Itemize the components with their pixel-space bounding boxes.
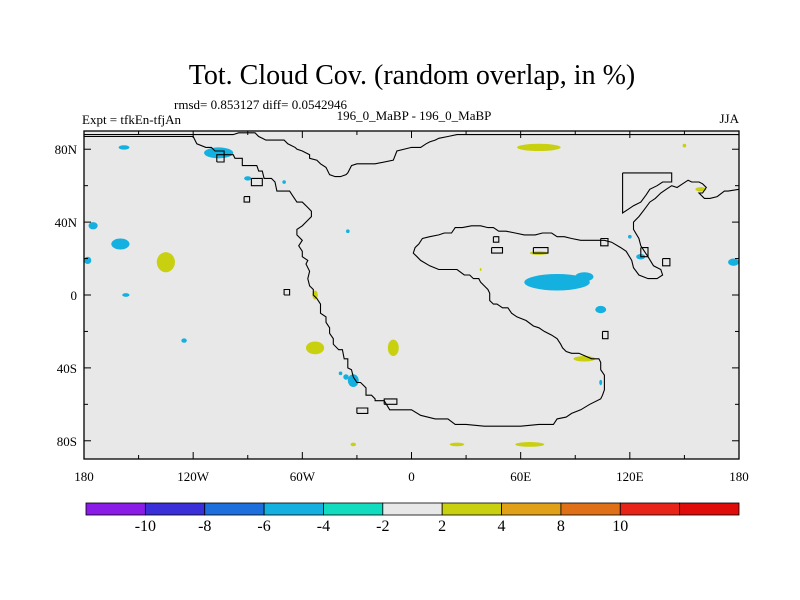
coastline-9 bbox=[532, 247, 549, 254]
anomaly-patch-25 bbox=[387, 339, 399, 357]
season-label: JJA bbox=[719, 111, 739, 126]
x-tick-label-0: 180 bbox=[74, 469, 94, 484]
coastline-13 bbox=[492, 236, 500, 243]
anomaly-patch-2 bbox=[244, 176, 252, 181]
y-tick-label-4: 80S bbox=[57, 434, 77, 449]
anomaly-patch-5 bbox=[88, 222, 98, 230]
coastline-10 bbox=[600, 237, 609, 247]
experiment-label: Expt = tfkEn-tfjAn bbox=[82, 112, 182, 127]
anomaly-patch-22 bbox=[156, 252, 175, 273]
y-tick-label-1: 40N bbox=[55, 215, 78, 230]
coastline-4 bbox=[243, 196, 251, 203]
chart-title: Tot. Cloud Cov. (random overlap, in %) bbox=[189, 60, 635, 91]
anomaly-patch-10 bbox=[347, 374, 359, 388]
colorbar-label-8: 10 bbox=[612, 518, 628, 535]
anomaly-patch-21 bbox=[517, 143, 561, 152]
anomaly-patch-15 bbox=[595, 305, 607, 314]
colorbar-label-1: -8 bbox=[198, 518, 211, 535]
y-tick-label-2: 0 bbox=[71, 288, 78, 303]
colorbar-box-3 bbox=[263, 502, 324, 516]
coastline-14 bbox=[601, 330, 609, 340]
y-tick-label-0: 80N bbox=[55, 142, 78, 157]
anomaly-patch-14 bbox=[575, 272, 594, 282]
colorbar-label-2: -6 bbox=[257, 518, 270, 535]
anomaly-patch-1 bbox=[204, 147, 234, 159]
anomaly-patch-16 bbox=[599, 379, 603, 386]
colorbar-label-0: -10 bbox=[135, 518, 156, 535]
anomaly-patch-19 bbox=[628, 234, 632, 239]
anomaly-patch-11 bbox=[343, 374, 349, 380]
coastline-2 bbox=[216, 154, 225, 163]
colorbar-box-4 bbox=[323, 502, 384, 516]
anomaly-patch-20 bbox=[682, 143, 687, 148]
stats-line: rmsd= 0.853127 diff= 0.0542946 bbox=[174, 97, 347, 112]
anomaly-patch-12 bbox=[338, 371, 343, 376]
x-tick-label-6: 180 bbox=[729, 469, 749, 484]
anomaly-patch-32 bbox=[479, 268, 482, 271]
coastline-7 bbox=[383, 398, 398, 405]
colorbar-label-7: 8 bbox=[557, 518, 565, 535]
anomaly-patch-9 bbox=[346, 229, 350, 234]
x-tick-label-4: 60E bbox=[510, 469, 531, 484]
colorbar-box-6 bbox=[441, 502, 502, 516]
coastline-5 bbox=[283, 288, 291, 296]
colorbar-box-9 bbox=[619, 502, 681, 516]
x-tick-label-1: 120W bbox=[177, 469, 210, 484]
anomaly-patch-7 bbox=[122, 293, 130, 297]
coastline-1 bbox=[84, 132, 739, 178]
anomaly-layer bbox=[84, 143, 739, 447]
colorbar-box-10 bbox=[679, 502, 740, 516]
coastline-layer bbox=[84, 132, 739, 427]
colorbar-label-6: 4 bbox=[498, 518, 506, 535]
colorbar-box-5 bbox=[382, 502, 443, 516]
colorbar-box-0 bbox=[85, 502, 146, 516]
colorbar-label-3: -4 bbox=[317, 518, 330, 535]
anomaly-patch-30 bbox=[449, 442, 465, 447]
tick-layer: 180 120W 60W 0 60E 120E 180 80N 40N 0 40S 80S bbox=[55, 131, 749, 484]
colorbar-label-5: 2 bbox=[438, 518, 446, 535]
coastline-8 bbox=[491, 247, 504, 254]
y-tick-label-3: 40S bbox=[57, 361, 77, 376]
coastline-3 bbox=[250, 177, 263, 187]
colorbar-label-4: -2 bbox=[376, 518, 389, 535]
colorbar-box-1 bbox=[144, 502, 206, 516]
anomaly-patch-13 bbox=[524, 274, 590, 291]
coastline-6 bbox=[356, 407, 369, 414]
x-tick-label-5: 120E bbox=[616, 469, 644, 484]
anomaly-patch-6 bbox=[84, 256, 92, 265]
x-tick-label-3: 0 bbox=[408, 469, 415, 484]
colorbar-box-2 bbox=[204, 502, 265, 516]
case-label: 196_0_MaBP - 196_0_MaBP bbox=[337, 108, 492, 123]
coastline-15 bbox=[622, 172, 673, 215]
anomaly-patch-18 bbox=[728, 258, 739, 266]
coastline-11 bbox=[640, 247, 649, 258]
anomaly-patch-29 bbox=[515, 442, 545, 447]
colorbar-box-7 bbox=[501, 502, 562, 516]
colorbar: -10 -8 -6 -4 -2 2 4 8 10 bbox=[85, 502, 740, 535]
map-background bbox=[84, 131, 739, 459]
anomaly-patch-0 bbox=[118, 145, 130, 150]
x-tick-label-2: 60W bbox=[290, 469, 316, 484]
anomaly-patch-4 bbox=[111, 238, 130, 250]
coastline-12 bbox=[662, 258, 671, 267]
coastline-0 bbox=[84, 135, 739, 427]
anomaly-patch-27 bbox=[573, 356, 596, 362]
anomaly-patch-24 bbox=[305, 341, 325, 355]
anomaly-patch-28 bbox=[695, 187, 707, 192]
colorbar-box-8 bbox=[560, 502, 621, 516]
anomaly-patch-31 bbox=[350, 442, 357, 447]
anomaly-patch-3 bbox=[282, 180, 286, 184]
anomaly-patch-8 bbox=[181, 338, 187, 343]
